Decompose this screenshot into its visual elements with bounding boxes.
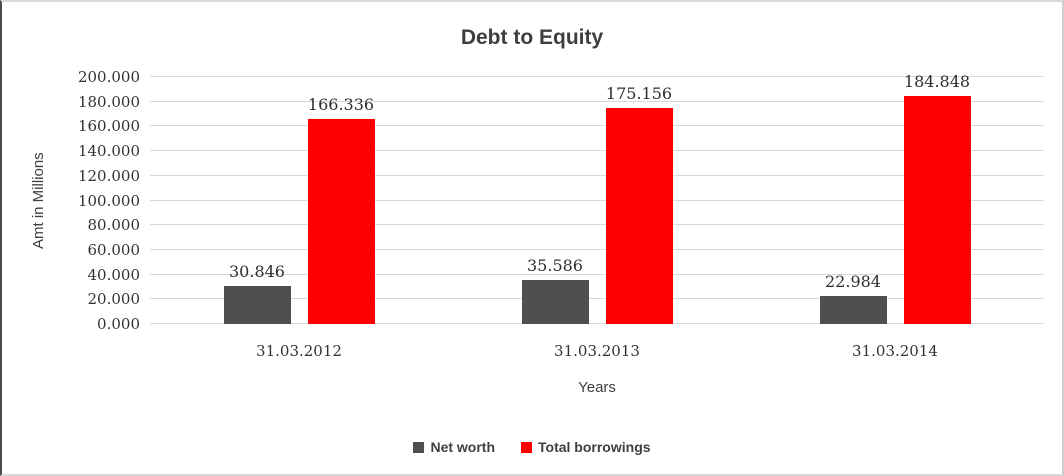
gridline bbox=[150, 100, 1044, 102]
gridline bbox=[150, 125, 1044, 127]
bar-total-borrowings-0 bbox=[307, 118, 375, 324]
y-tick-label: 120.000 bbox=[77, 166, 140, 185]
y-tick-label: 60.000 bbox=[87, 240, 141, 259]
x-axis-label-0: 31.03.2012 bbox=[256, 342, 342, 360]
bar-net-worth-2 bbox=[819, 295, 887, 324]
legend-swatch-total-borrowings bbox=[521, 441, 533, 453]
chart-title: Debt to Equity bbox=[460, 26, 604, 49]
x-axis-label-2: 31.03.2014 bbox=[852, 342, 938, 360]
y-tick-label: 200.000 bbox=[77, 68, 140, 86]
data-label-net-worth-1: 35.586 bbox=[527, 256, 583, 276]
data-label-total-borrowings-2: 184.848 bbox=[903, 71, 971, 91]
plot-area: 30.846 35.586 22.984 166.336 175.156 184.848 bbox=[150, 72, 1044, 324]
gridline bbox=[150, 224, 1044, 226]
data-label-total-borrowings-1: 175.156 bbox=[605, 83, 673, 103]
legend-item-net-worth: Net worth bbox=[413, 439, 495, 455]
y-tick-label: 80.000 bbox=[87, 216, 141, 235]
bar-net-worth-1 bbox=[521, 280, 589, 324]
gridline bbox=[150, 199, 1044, 201]
x-axis-label-1: 31.03.2013 bbox=[554, 342, 640, 360]
gridline bbox=[150, 298, 1044, 300]
y-tick-label: 0.000 bbox=[97, 315, 140, 333]
y-tick-label: 140.000 bbox=[77, 142, 140, 161]
bar-total-borrowings-2 bbox=[903, 95, 971, 324]
gridline bbox=[150, 248, 1044, 250]
y-tick-label: 100.000 bbox=[77, 191, 140, 210]
legend-label-total-borrowings: Total borrowings bbox=[538, 439, 651, 455]
y-tick-label: 180.000 bbox=[77, 92, 140, 111]
gridline bbox=[150, 174, 1044, 176]
data-label-total-borrowings-0: 166.336 bbox=[307, 94, 375, 114]
y-tick-label: 160.000 bbox=[77, 117, 140, 136]
x-axis-title: Years bbox=[578, 379, 616, 396]
legend-item-total-borrowings: Total borrowings bbox=[521, 439, 651, 455]
legend-label-net-worth: Net worth bbox=[430, 439, 496, 455]
bar-net-worth-0 bbox=[223, 285, 291, 324]
bar-total-borrowings-1 bbox=[605, 107, 673, 324]
gridline bbox=[150, 76, 1044, 77]
legend: Net worth Total borrowings bbox=[2, 439, 1062, 455]
data-label-net-worth-2: 22.984 bbox=[825, 271, 881, 291]
gridline bbox=[150, 150, 1044, 152]
gridline bbox=[150, 273, 1044, 275]
gridline bbox=[150, 323, 1044, 324]
y-tick-label: 40.000 bbox=[87, 265, 141, 284]
y-tick-label: 20.000 bbox=[87, 290, 141, 309]
data-label-net-worth-0: 30.846 bbox=[229, 261, 285, 281]
legend-swatch-net-worth bbox=[413, 441, 425, 453]
